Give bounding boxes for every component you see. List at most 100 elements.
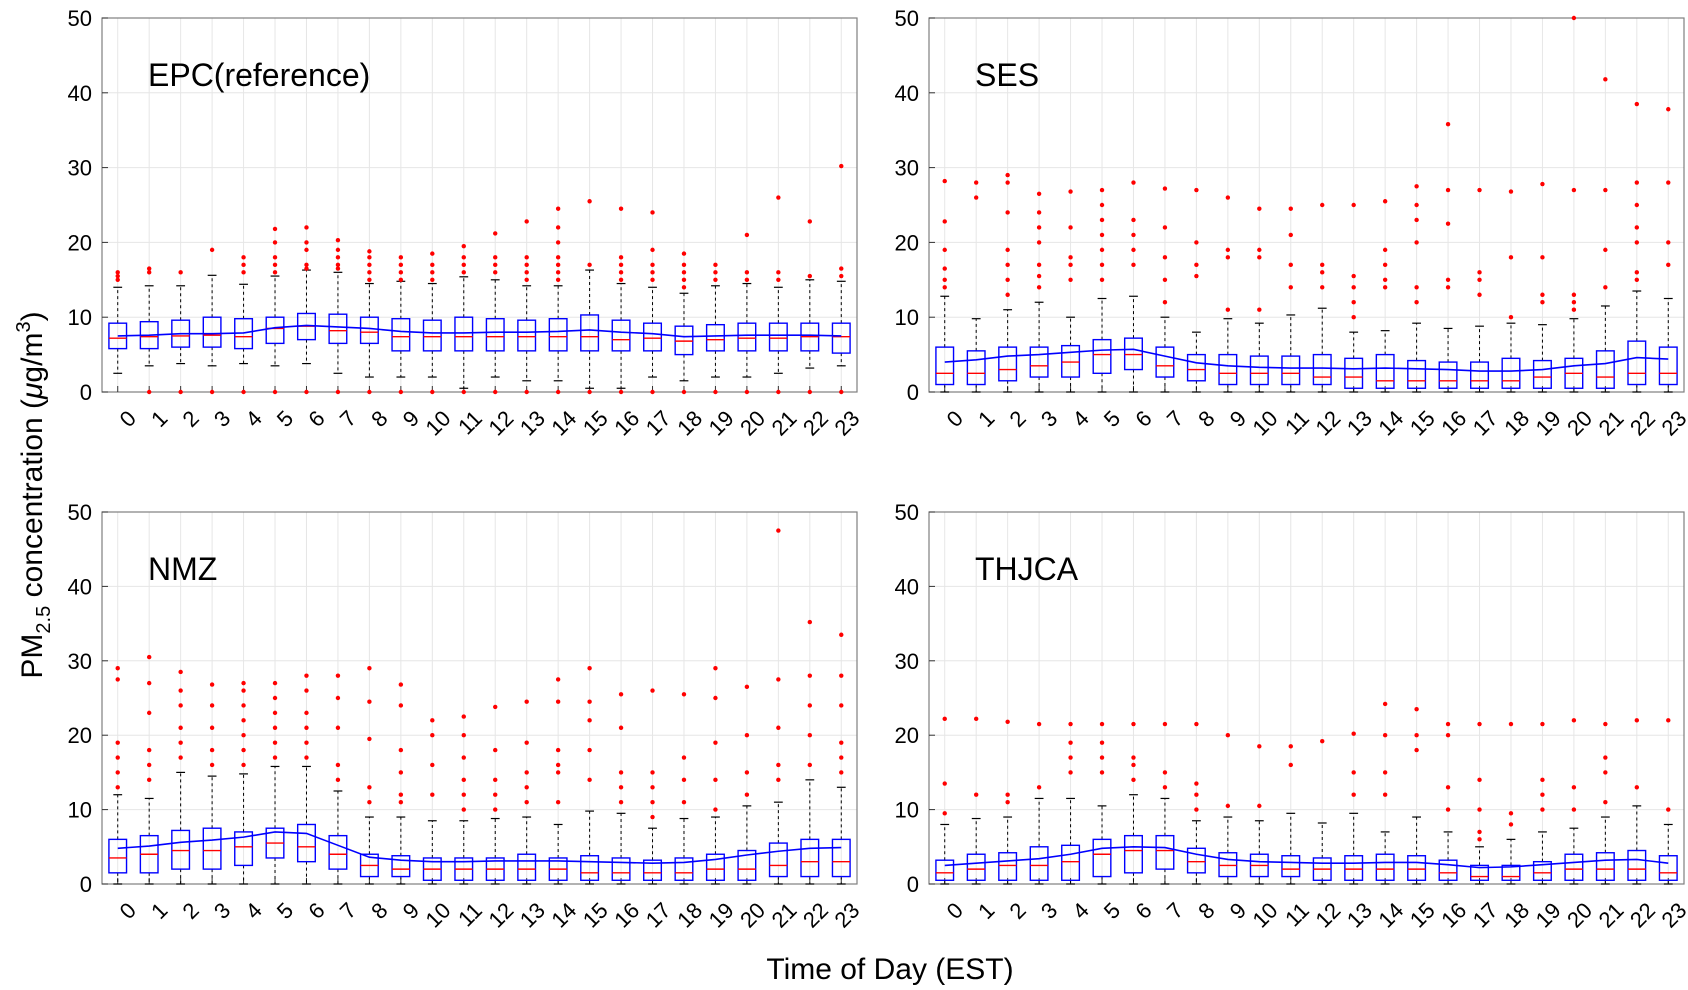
outlier-point [1005, 247, 1010, 253]
x-tick-label: 12 [1310, 898, 1345, 933]
outlier-point [398, 682, 404, 687]
outlier-point [272, 262, 278, 268]
outlier-point [272, 240, 278, 245]
outlier-point [650, 770, 655, 775]
box-plot-item [1312, 738, 1332, 885]
outlier-point [461, 389, 466, 395]
outlier-point [650, 389, 655, 395]
mean-trend-line [944, 348, 1669, 372]
outlier-point [1194, 273, 1199, 279]
panel-title: EPC(reference) [148, 57, 370, 93]
outlier-point [1414, 202, 1419, 208]
outlier-point [367, 799, 372, 805]
outlier-point [650, 270, 655, 275]
outlier-point [1634, 180, 1640, 185]
outlier-point [1666, 718, 1671, 723]
x-tick-label: 20 [1562, 898, 1597, 933]
outlier-point [430, 792, 435, 797]
outlier-point [744, 389, 750, 395]
x-tick-label: 22 [1625, 406, 1660, 441]
outlier-point [839, 740, 844, 745]
x-tick-label: 0 [942, 898, 968, 924]
outlier-point [650, 247, 655, 253]
outlier-point [1131, 721, 1136, 727]
box-iqr [108, 838, 128, 874]
outlier-point [1068, 740, 1073, 745]
box-iqr [611, 857, 631, 881]
x-tick-label: 20 [1562, 406, 1597, 441]
outlier-point [1414, 240, 1419, 245]
box-iqr [1249, 355, 1269, 386]
x-tick-label: 19 [704, 898, 739, 933]
outlier-point [241, 703, 246, 708]
x-tick-label: 15 [578, 898, 613, 933]
box-iqr [359, 316, 379, 345]
outlier-point [1288, 744, 1293, 749]
outlier-point [1131, 217, 1136, 223]
box-plot-item [800, 219, 820, 395]
outlier-point [178, 703, 183, 708]
outlier-point [1666, 107, 1671, 112]
box-plot-item [328, 673, 348, 885]
x-tick-label: 16 [609, 898, 644, 933]
box-plot-item [328, 237, 348, 395]
x-tick-label: 21 [1594, 898, 1629, 933]
outlier-point [555, 277, 561, 282]
outlier-point [1414, 184, 1419, 189]
outlier-point [839, 163, 844, 169]
outlier-point [1477, 837, 1482, 842]
outlier-point [367, 736, 372, 742]
outlier-point [1571, 807, 1577, 812]
x-tick-label: 17 [1468, 406, 1503, 441]
outlier-point [115, 277, 120, 282]
outlier-point [1288, 262, 1293, 268]
box-plot-item [359, 666, 379, 885]
y-tick-label: 50 [895, 500, 919, 525]
box-plot-item [705, 666, 725, 885]
outlier-point [942, 277, 947, 282]
outlier-point [1603, 187, 1608, 193]
box-plot-item [1532, 181, 1552, 393]
box-plot-item [1092, 721, 1112, 885]
outlier-point [1351, 792, 1356, 797]
x-tick-label: 19 [1531, 406, 1566, 441]
y-axis-label-unit: g/m [16, 333, 49, 383]
box-plot-item [454, 243, 474, 395]
outlier-point [272, 389, 278, 395]
outlier-point [335, 266, 341, 271]
outlier-point [304, 725, 309, 730]
outlier-point [398, 277, 404, 282]
x-tick-label: 13 [515, 898, 550, 933]
outlier-point [555, 770, 561, 775]
outlier-point [744, 770, 750, 775]
x-tick-label: 18 [672, 898, 707, 933]
x-tick-label: 1 [146, 406, 172, 432]
box-iqr [1501, 357, 1521, 389]
outlier-point [1477, 807, 1482, 812]
x-tick-label: 18 [1499, 406, 1534, 441]
outlier-point [209, 747, 215, 753]
outlier-point [304, 740, 309, 745]
outlier-point [1257, 307, 1262, 312]
outlier-point [1477, 777, 1482, 783]
outlier-point [304, 262, 309, 268]
box-plot-item [1658, 718, 1678, 885]
outlier-point [493, 704, 498, 710]
outlier-point [367, 249, 372, 254]
x-tick-label: 23 [1656, 898, 1688, 933]
box-iqr [643, 322, 663, 352]
outlier-point [1634, 277, 1640, 282]
outlier-point [1162, 300, 1168, 305]
outlier-point [1603, 77, 1608, 82]
x-tick-label: 3 [209, 898, 235, 924]
outlier-point [1288, 285, 1293, 290]
outlier-point [1445, 221, 1451, 226]
outlier-point [398, 703, 404, 708]
box-iqr [831, 322, 851, 354]
box-iqr [1061, 344, 1081, 378]
outlier-point [209, 247, 215, 253]
outlier-point [681, 277, 687, 282]
outlier-point [618, 270, 624, 275]
outlier-point [367, 262, 372, 268]
outlier-point [524, 255, 529, 260]
